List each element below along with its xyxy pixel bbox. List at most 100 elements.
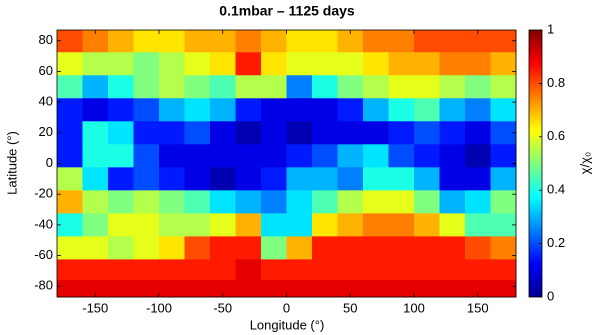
y-tick-label: 20 xyxy=(39,124,53,139)
heatmap-cell xyxy=(490,259,517,281)
heatmap-cell xyxy=(465,30,491,53)
heatmap-cell xyxy=(235,259,262,281)
heatmap-cell xyxy=(388,98,415,122)
heatmap-cell xyxy=(184,144,211,168)
heatmap-cell xyxy=(337,30,364,53)
heatmap-cell xyxy=(490,167,517,191)
x-tick-label: -50 xyxy=(213,300,232,315)
heatmap-cell xyxy=(261,75,287,99)
heatmap-cell xyxy=(465,121,491,145)
heatmap-cell xyxy=(312,75,338,99)
heatmap-cell xyxy=(337,167,364,191)
heatmap-cell xyxy=(388,52,415,76)
heatmap-cell xyxy=(57,30,83,53)
heatmap-cell xyxy=(159,236,185,260)
heatmap-cell xyxy=(439,236,466,260)
heatmap-cell xyxy=(439,259,466,281)
heatmap-cell xyxy=(261,280,287,298)
heatmap-cell xyxy=(184,280,211,298)
heatmap-cell xyxy=(261,236,287,260)
y-tick-label: 60 xyxy=(39,63,53,78)
heatmap-cell xyxy=(388,236,415,260)
heatmap-cell xyxy=(363,98,389,122)
heatmap-cell xyxy=(261,213,287,237)
x-tick-label: 0 xyxy=(283,300,290,315)
heatmap-cell xyxy=(261,98,287,122)
heatmap-cell xyxy=(133,144,160,168)
heatmap-cell xyxy=(210,259,236,281)
heatmap-cell xyxy=(210,280,236,298)
heatmap-cell xyxy=(133,52,160,76)
heatmap-cell xyxy=(133,259,160,281)
heatmap-cell xyxy=(235,167,262,191)
heatmap-cell xyxy=(414,144,440,168)
heatmap-cell xyxy=(261,30,287,53)
y-tick-label: -80 xyxy=(34,278,53,293)
heatmap-cell xyxy=(312,213,338,237)
heatmap-cell xyxy=(235,144,262,168)
heatmap-cell xyxy=(235,213,262,237)
heatmap-cell xyxy=(184,52,211,76)
heatmap-cell xyxy=(286,213,313,237)
heatmap-cell xyxy=(439,52,466,76)
heatmap-cell xyxy=(108,213,134,237)
heatmap-cell xyxy=(439,167,466,191)
colorbar-tick-label: 0.6 xyxy=(547,128,565,143)
heatmap-cell xyxy=(108,144,134,168)
heatmap-cell xyxy=(82,121,109,145)
heatmap-cell xyxy=(235,280,262,298)
heatmap-cell xyxy=(82,259,109,281)
heatmap-cell xyxy=(312,30,338,53)
heatmap-cell xyxy=(312,190,338,214)
heatmap-cell xyxy=(235,30,262,53)
y-tick-label: 0 xyxy=(46,155,53,170)
heatmap-cell xyxy=(490,213,517,237)
heatmap-cell xyxy=(439,144,466,168)
heatmap-cell xyxy=(184,167,211,191)
heatmap-cell xyxy=(414,259,440,281)
heatmap-cell xyxy=(465,259,491,281)
heatmap-cell xyxy=(465,98,491,122)
x-tick-label: -150 xyxy=(82,300,108,315)
heatmap-cell xyxy=(439,213,466,237)
heatmap-cell xyxy=(57,259,83,281)
x-tick-label: 150 xyxy=(467,300,489,315)
heatmap-cell xyxy=(414,190,440,214)
heatmap-cell xyxy=(388,75,415,99)
heatmap-cell xyxy=(261,121,287,145)
heatmap-cell xyxy=(414,98,440,122)
heatmap-cell xyxy=(337,98,364,122)
heatmap-cell xyxy=(490,236,517,260)
heatmap-cell xyxy=(184,259,211,281)
heatmap-cell xyxy=(133,30,160,53)
heatmap-cell xyxy=(210,75,236,99)
heatmap-cell xyxy=(286,190,313,214)
heatmap-cell xyxy=(388,213,415,237)
x-tick-label: 50 xyxy=(343,300,357,315)
heatmap-cell xyxy=(57,144,83,168)
heatmap-cell xyxy=(465,167,491,191)
heatmap-cell xyxy=(82,98,109,122)
heatmap-cell xyxy=(133,213,160,237)
heatmap-cell xyxy=(159,280,185,298)
heatmap-cell xyxy=(184,75,211,99)
heatmap xyxy=(57,30,517,298)
heatmap-cell xyxy=(388,144,415,168)
heatmap-cell xyxy=(133,190,160,214)
heatmap-cell xyxy=(210,213,236,237)
heatmap-cell xyxy=(414,52,440,76)
heatmap-cell xyxy=(261,144,287,168)
heatmap-cell xyxy=(82,30,109,53)
heatmap-cell xyxy=(82,75,109,99)
heatmap-cell xyxy=(210,121,236,145)
heatmap-cell xyxy=(465,236,491,260)
heatmap-cell xyxy=(57,280,83,298)
heatmap-cell xyxy=(490,98,517,122)
x-tick-label: 100 xyxy=(403,300,425,315)
heatmap-cell xyxy=(210,52,236,76)
heatmap-cell xyxy=(286,30,313,53)
heatmap-cell xyxy=(235,98,262,122)
heatmap-cell xyxy=(261,259,287,281)
heatmap-cell xyxy=(57,75,83,99)
